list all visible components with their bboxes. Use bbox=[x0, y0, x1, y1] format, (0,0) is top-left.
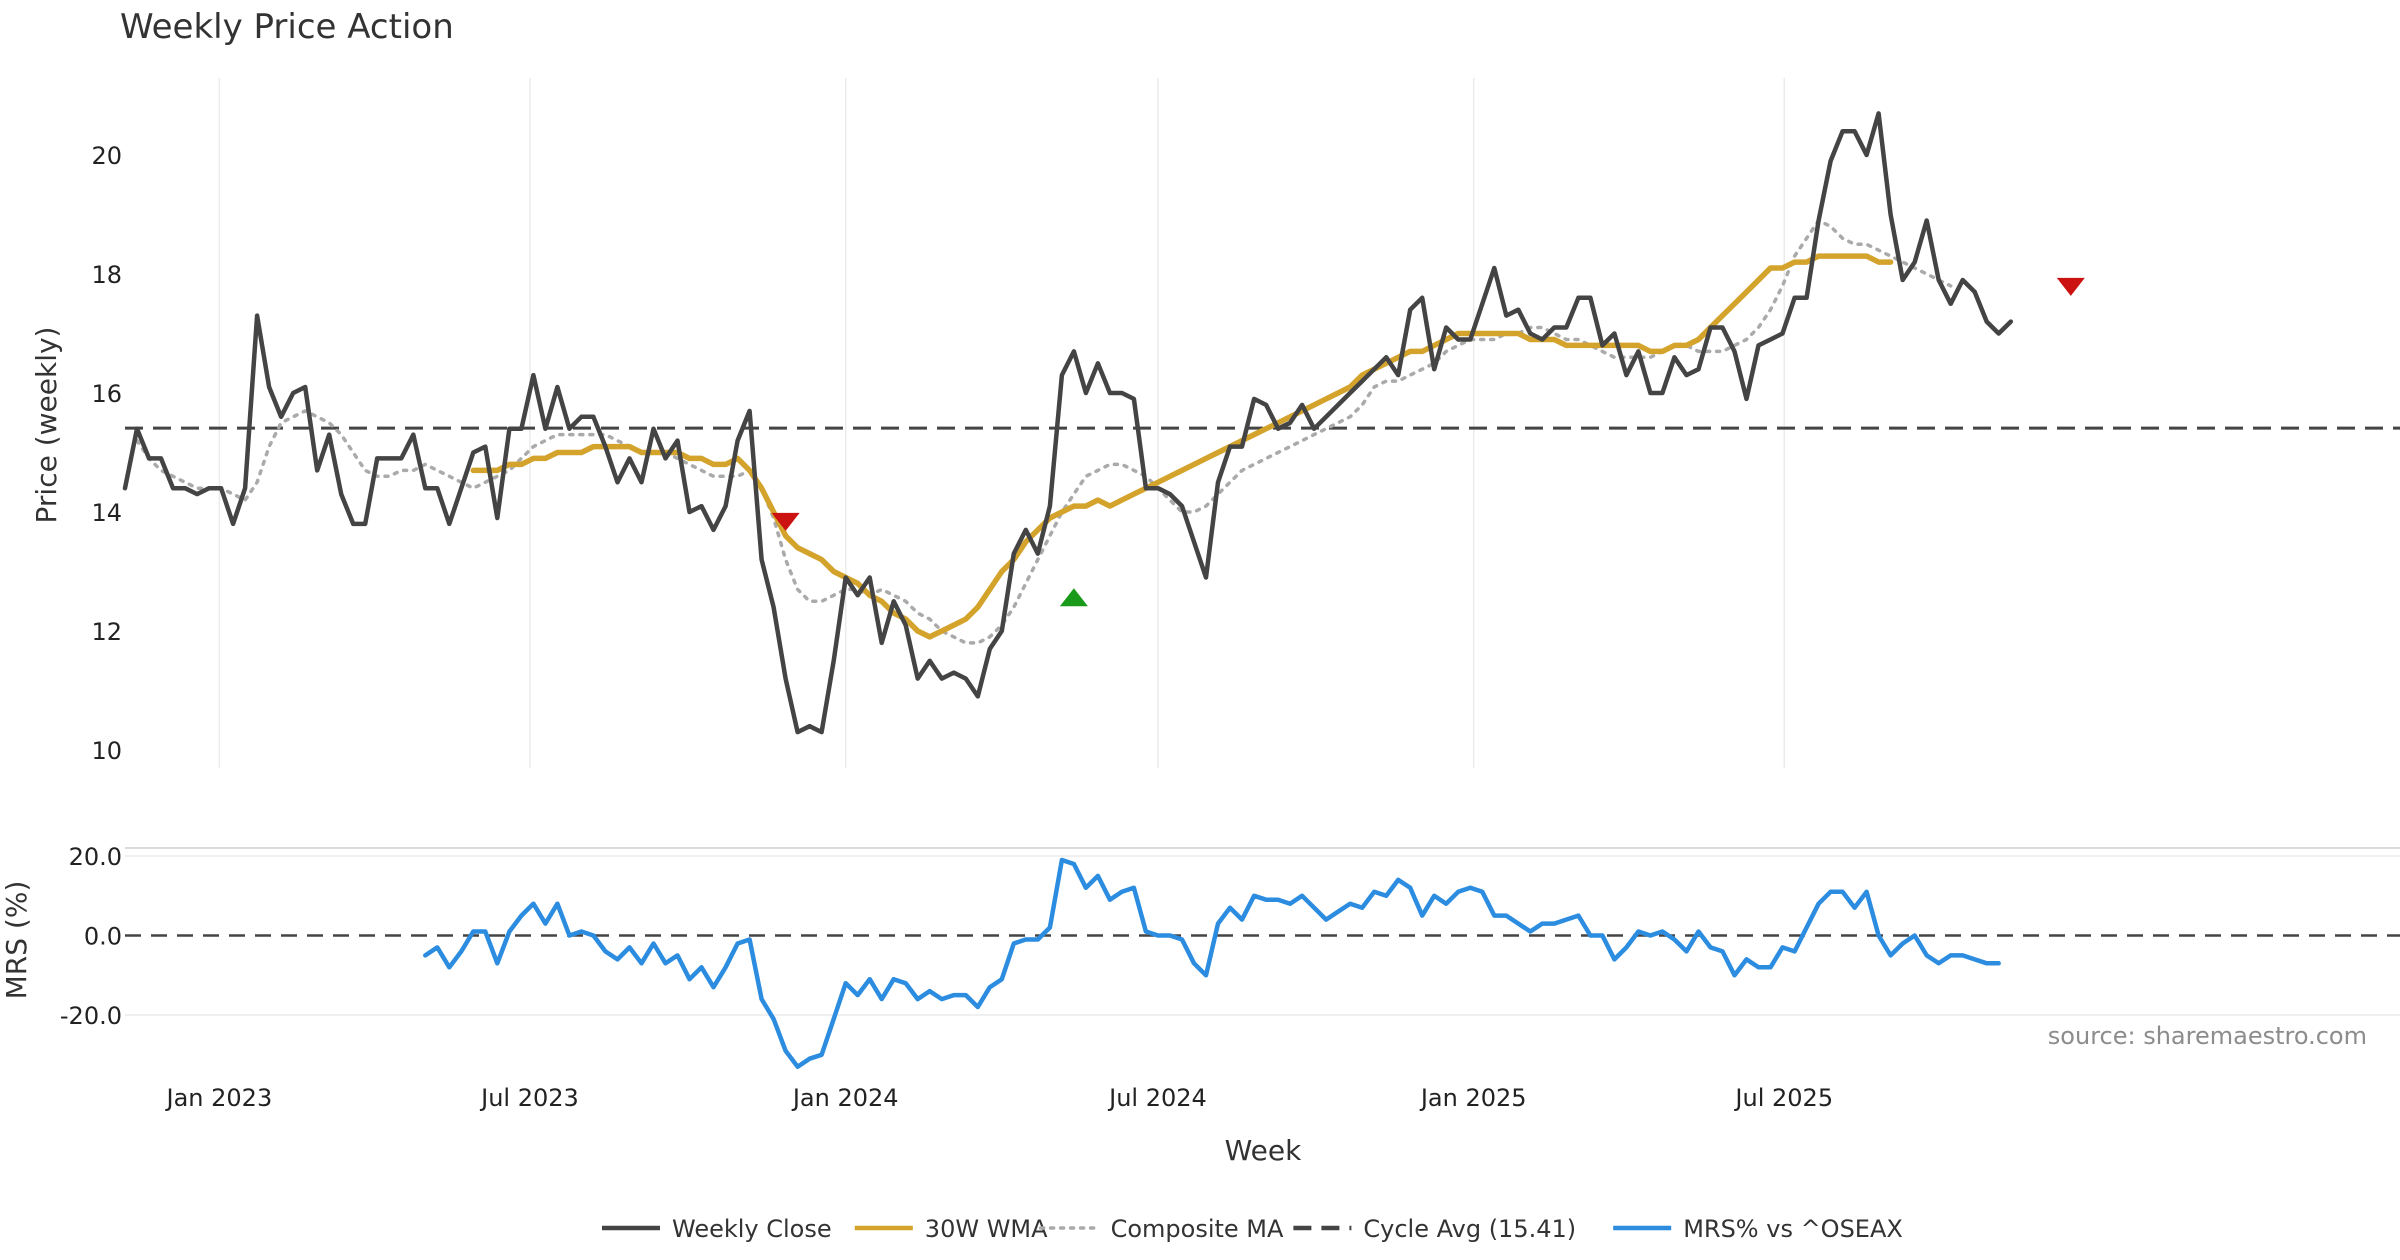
mrs-panel bbox=[125, 857, 2400, 1069]
price-y-tick-label: 16 bbox=[91, 380, 122, 408]
x-tick-label: Jan 2025 bbox=[1419, 1084, 1527, 1112]
x-tick-label: Jan 2023 bbox=[165, 1084, 273, 1112]
x-tick-label: Jul 2024 bbox=[1107, 1084, 1207, 1112]
30w-wma-series-line bbox=[470, 253, 1894, 640]
price-y-tick-label: 10 bbox=[91, 737, 122, 765]
legend-label: 30W WMA bbox=[925, 1215, 1048, 1243]
chart-title: Weekly Price Action bbox=[120, 7, 454, 47]
price-y-axis-label: Price (weekly) bbox=[30, 327, 63, 524]
mrs-series-line bbox=[423, 857, 2001, 1069]
legend-label: Weekly Close bbox=[672, 1215, 832, 1243]
price-y-tick-label: 12 bbox=[91, 618, 122, 646]
weekly-close-series-line bbox=[122, 111, 2014, 735]
source-note: source: sharemaestro.com bbox=[2048, 1022, 2367, 1050]
legend-label: Composite MA bbox=[1111, 1215, 1284, 1243]
price-y-tick-label: 18 bbox=[91, 261, 122, 289]
x-tick-label: Jul 2025 bbox=[1733, 1084, 1833, 1112]
buy-signal-marker bbox=[1059, 588, 1088, 607]
x-tick-label: Jan 2024 bbox=[791, 1084, 899, 1112]
price-y-tick-label: 20 bbox=[91, 142, 122, 170]
mrs-y-tick-label: 20.0 bbox=[69, 843, 122, 871]
mrs-y-tick-label: 0.0 bbox=[84, 923, 122, 951]
sell-signal-marker bbox=[771, 512, 800, 531]
price-panel bbox=[122, 111, 2400, 735]
legend-label: Cycle Avg (15.41) bbox=[1363, 1215, 1576, 1243]
grid-layer bbox=[125, 78, 2400, 1016]
axis-layer: Jan 2023 Jul 2023 Jan 2024 Jul 2024 Jan 2025… bbox=[60, 142, 1833, 1112]
price-y-tick-label: 14 bbox=[91, 499, 122, 527]
legend-label: MRS% vs ^OSEAX bbox=[1683, 1215, 1903, 1243]
mrs-y-tick-label: -20.0 bbox=[60, 1002, 122, 1030]
x-axis-label: Week bbox=[1225, 1134, 1302, 1167]
composite-ma-series-line bbox=[135, 218, 1953, 645]
sell-signal-marker bbox=[2056, 277, 2085, 296]
mrs-y-axis-label: MRS (%) bbox=[0, 881, 33, 1000]
legend: Weekly Close 30W WMA Composite MA Cycle Avg… bbox=[602, 1215, 1903, 1243]
x-tick-label: Jul 2023 bbox=[479, 1084, 579, 1112]
